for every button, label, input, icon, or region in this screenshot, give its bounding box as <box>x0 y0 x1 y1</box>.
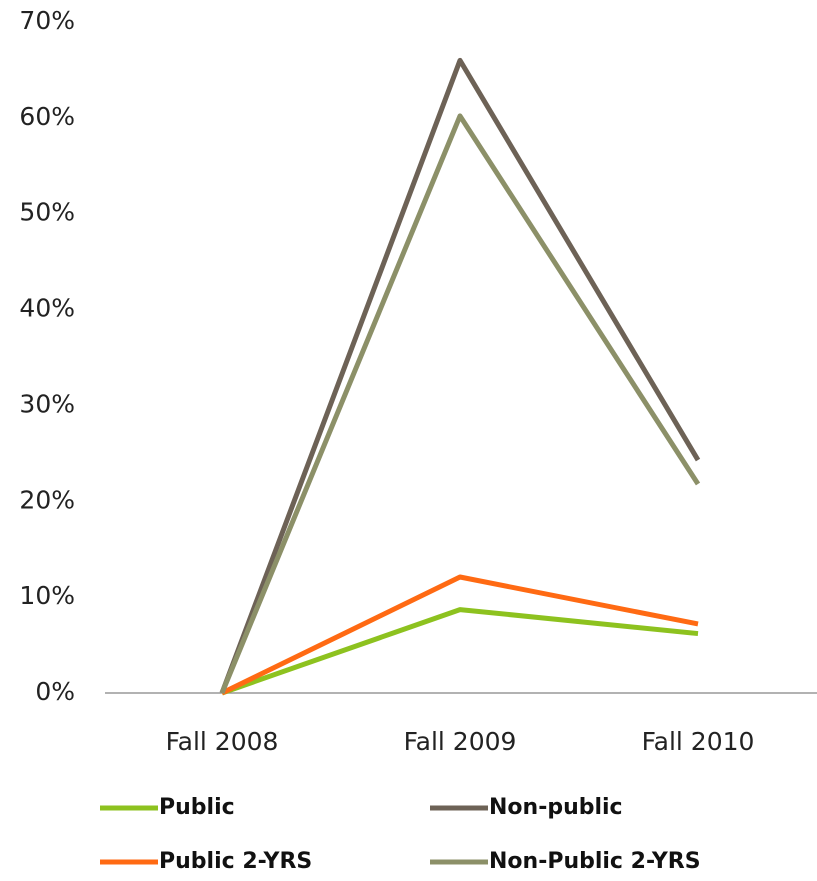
series-line <box>220 574 699 696</box>
y-tick-label: 0% <box>35 677 75 706</box>
y-tick-label: 40% <box>19 294 75 323</box>
y-tick-label: 70% <box>19 6 75 35</box>
y-tick-label: 50% <box>19 198 75 227</box>
legend-label: Non-Public 2-YRS <box>489 849 701 874</box>
y-tick-label: 60% <box>19 102 75 131</box>
legend-label: Non-public <box>489 795 623 820</box>
series-line <box>221 607 699 696</box>
x-tick-label: Fall 2010 <box>642 727 755 756</box>
x-tick-label: Fall 2008 <box>166 727 279 756</box>
y-tick-label: 30% <box>19 389 75 418</box>
y-tick-label: 20% <box>19 485 75 514</box>
series-line <box>219 113 701 694</box>
y-tick-label: 10% <box>19 581 75 610</box>
x-tick-label: Fall 2009 <box>404 727 517 756</box>
legend-label: Public <box>159 795 235 820</box>
legend-label: Public 2-YRS <box>159 849 312 874</box>
series-line <box>219 57 701 694</box>
